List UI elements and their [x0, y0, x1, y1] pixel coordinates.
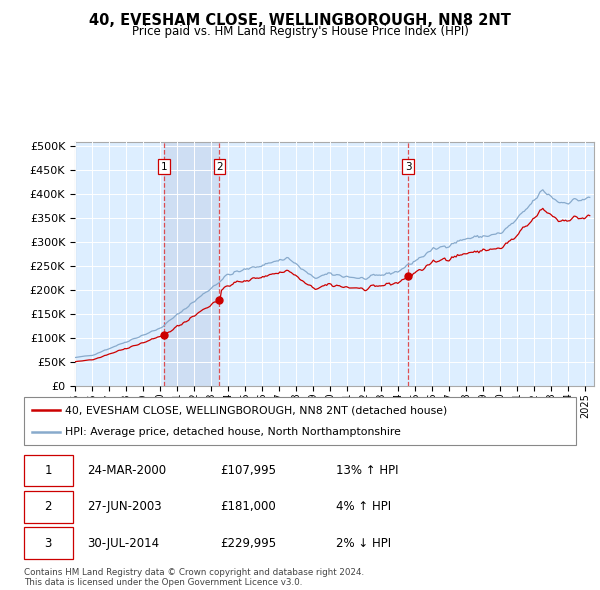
Text: 1: 1	[44, 464, 52, 477]
FancyBboxPatch shape	[24, 491, 73, 523]
Text: £107,995: £107,995	[220, 464, 276, 477]
Text: 2% ↓ HPI: 2% ↓ HPI	[336, 536, 391, 549]
Bar	[164, 142, 220, 386]
Text: 2: 2	[44, 500, 52, 513]
Text: 4% ↑ HPI: 4% ↑ HPI	[336, 500, 391, 513]
Text: HPI: Average price, detached house, North Northamptonshire: HPI: Average price, detached house, Nort…	[65, 427, 401, 437]
Text: 3: 3	[405, 162, 412, 172]
Text: 40, EVESHAM CLOSE, WELLINGBOROUGH, NN8 2NT (detached house): 40, EVESHAM CLOSE, WELLINGBOROUGH, NN8 2…	[65, 405, 448, 415]
FancyBboxPatch shape	[24, 527, 73, 559]
Text: 24-MAR-2000: 24-MAR-2000	[88, 464, 167, 477]
FancyBboxPatch shape	[24, 397, 576, 445]
Text: 1: 1	[161, 162, 167, 172]
Text: £181,000: £181,000	[220, 500, 276, 513]
Text: 13% ↑ HPI: 13% ↑ HPI	[336, 464, 398, 477]
Text: 30-JUL-2014: 30-JUL-2014	[88, 536, 160, 549]
Text: £229,995: £229,995	[220, 536, 276, 549]
FancyBboxPatch shape	[24, 455, 73, 486]
Text: 3: 3	[44, 536, 52, 549]
Text: 27-JUN-2003: 27-JUN-2003	[88, 500, 162, 513]
Text: 2: 2	[216, 162, 223, 172]
Text: Contains HM Land Registry data © Crown copyright and database right 2024.
This d: Contains HM Land Registry data © Crown c…	[24, 568, 364, 587]
Text: 40, EVESHAM CLOSE, WELLINGBOROUGH, NN8 2NT: 40, EVESHAM CLOSE, WELLINGBOROUGH, NN8 2…	[89, 13, 511, 28]
Text: Price paid vs. HM Land Registry's House Price Index (HPI): Price paid vs. HM Land Registry's House …	[131, 25, 469, 38]
